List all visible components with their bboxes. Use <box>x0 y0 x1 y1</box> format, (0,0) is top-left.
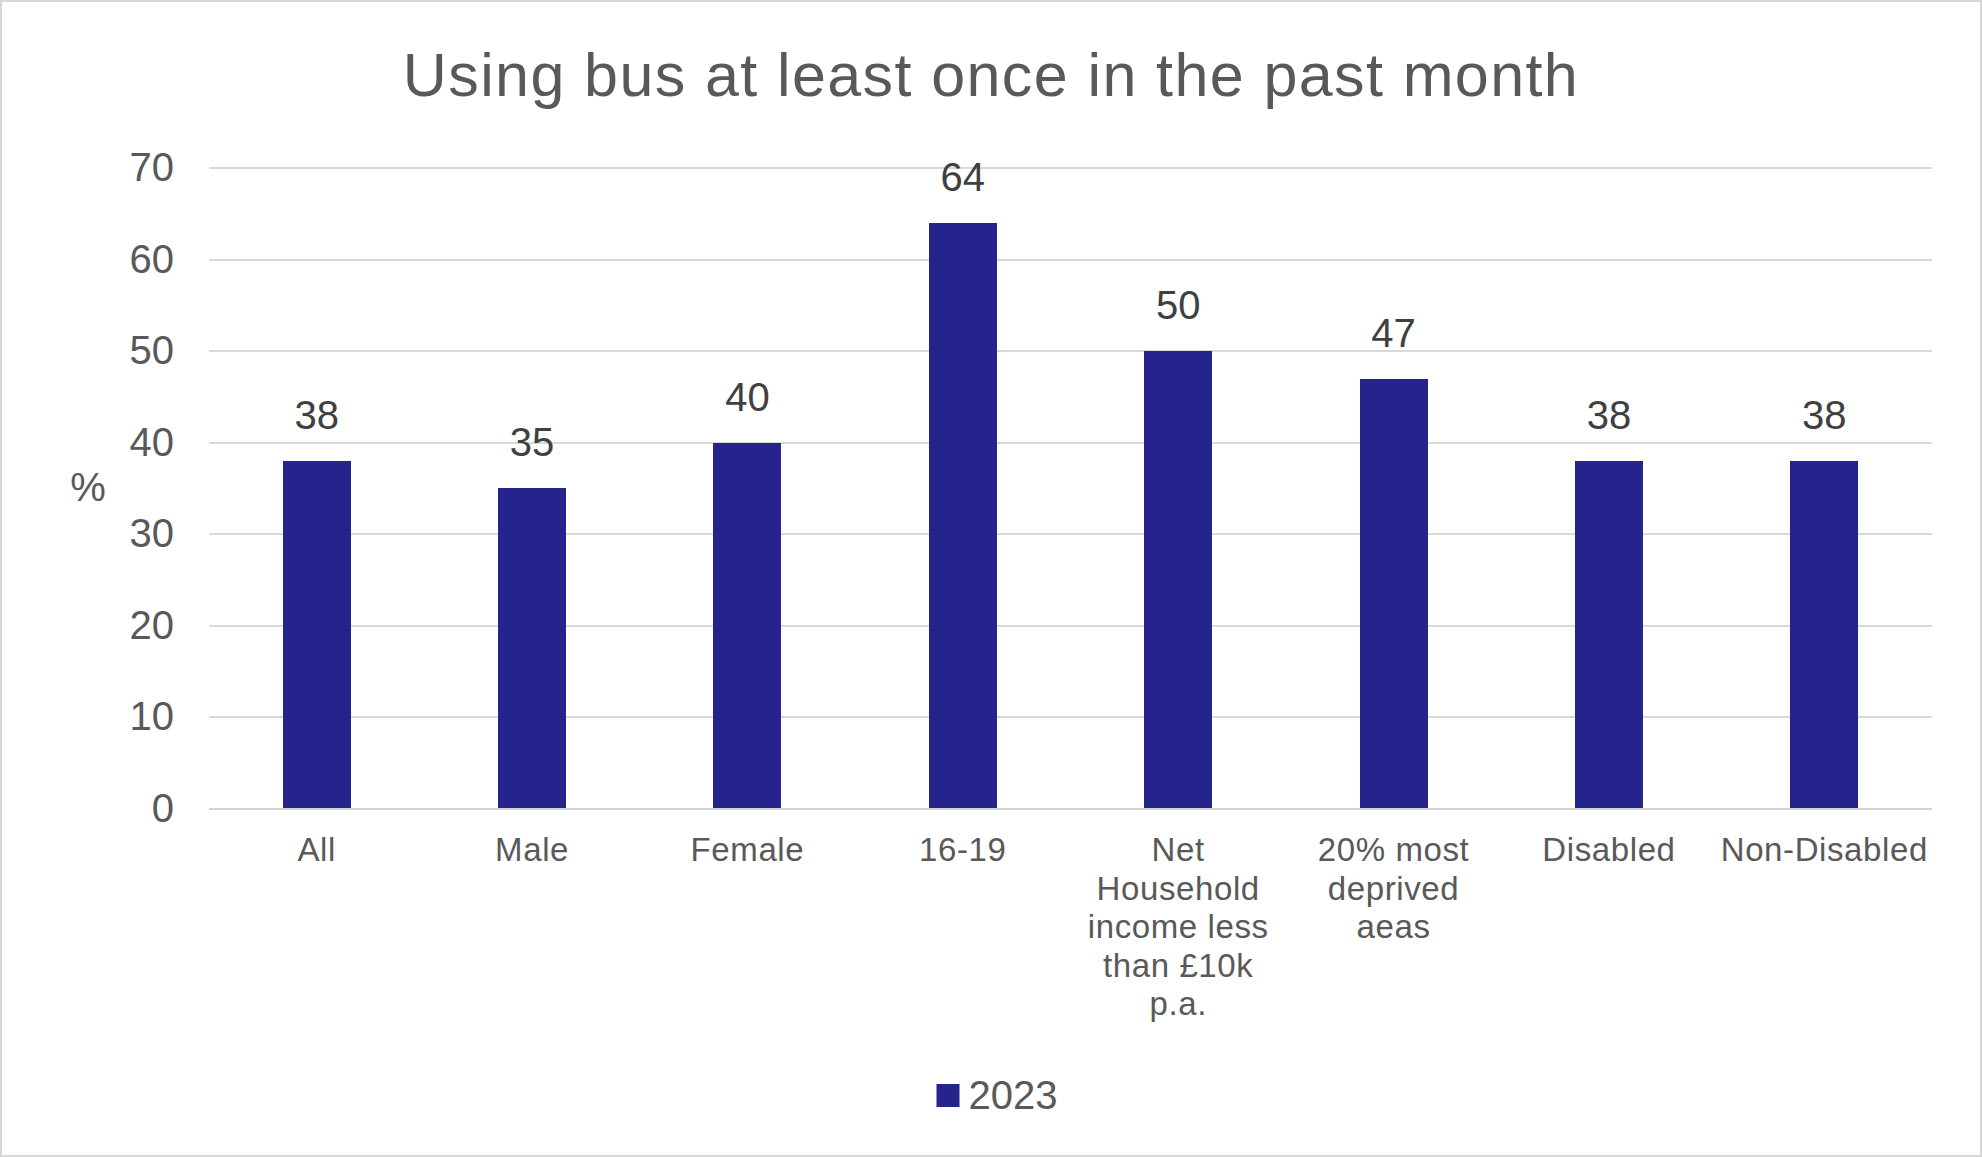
x-axis-label: 20% most deprived aeas <box>1276 831 1511 947</box>
y-tick-label: 10 <box>74 696 174 736</box>
x-axis-label: 16-19 <box>845 831 1080 870</box>
bar-male <box>498 488 566 809</box>
data-label: 38 <box>1549 395 1669 435</box>
gridline <box>209 350 1932 352</box>
data-label: 38 <box>1764 395 1884 435</box>
bar-16-19 <box>929 223 997 809</box>
legend: 2023 <box>937 1075 1058 1115</box>
bar-chart: Using bus at least once in the past mont… <box>0 0 1982 1157</box>
data-label: 64 <box>903 157 1023 197</box>
data-label: 50 <box>1118 285 1238 325</box>
chart-title: Using bus at least once in the past mont… <box>2 43 1980 107</box>
x-axis-label: Female <box>630 831 865 870</box>
data-label: 35 <box>472 422 592 462</box>
y-tick-label: 40 <box>74 422 174 462</box>
y-tick-label: 0 <box>74 788 174 828</box>
gridline <box>209 259 1932 261</box>
gridline <box>209 533 1932 535</box>
x-axis-line <box>209 808 1932 810</box>
x-axis-label: Male <box>414 831 649 870</box>
x-axis-label: Non-Disabled <box>1707 831 1942 870</box>
y-tick-label: 60 <box>74 239 174 279</box>
data-label: 40 <box>687 377 807 417</box>
y-tick-label: 70 <box>74 147 174 187</box>
bar-20-most <box>1360 379 1428 809</box>
bar-net <box>1144 351 1212 809</box>
data-label: 38 <box>257 395 377 435</box>
y-axis-title: % <box>62 467 114 507</box>
bar-disabled <box>1575 461 1643 809</box>
legend-swatch-2023 <box>937 1084 960 1107</box>
gridline <box>209 716 1932 718</box>
x-axis-label: All <box>199 831 434 870</box>
gridline <box>209 442 1932 444</box>
y-tick-label: 20 <box>74 605 174 645</box>
gridline <box>209 167 1932 169</box>
bar-female <box>713 443 781 809</box>
bar-non-disabled <box>1790 461 1858 809</box>
y-tick-label: 50 <box>74 330 174 370</box>
bar-all <box>283 461 351 809</box>
x-axis-label: Disabled <box>1491 831 1726 870</box>
y-tick-label: 30 <box>74 513 174 553</box>
legend-label-2023: 2023 <box>969 1075 1058 1115</box>
gridline <box>209 625 1932 627</box>
x-axis-label: Net Household income less than £10k p.a. <box>1061 831 1296 1024</box>
data-label: 47 <box>1334 313 1454 353</box>
